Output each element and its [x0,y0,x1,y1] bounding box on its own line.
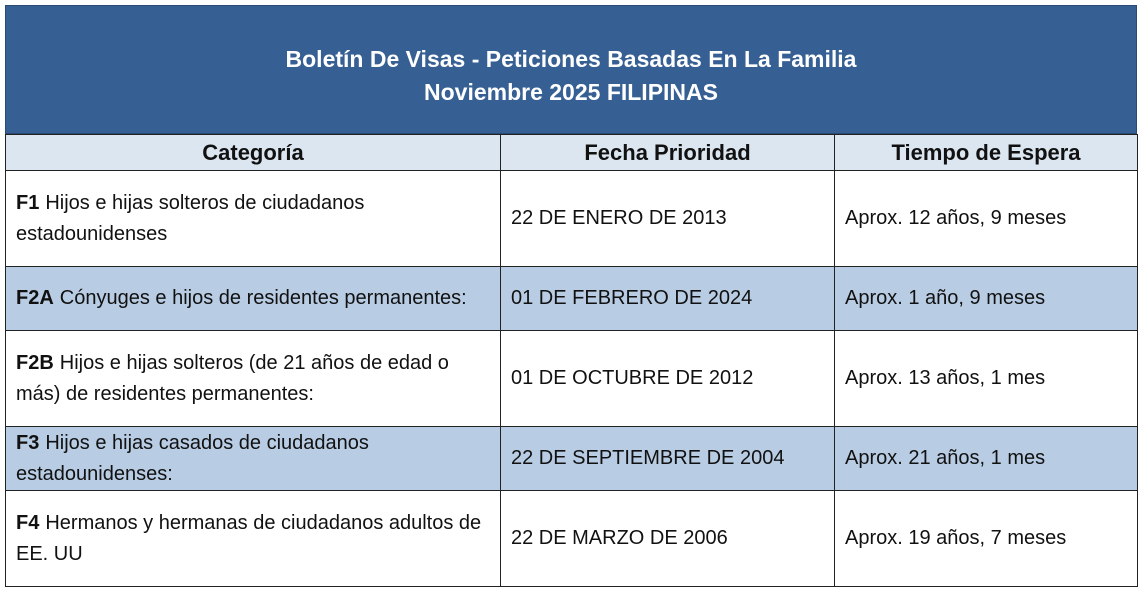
header-row: Categoría Fecha Prioridad Tiempo de Espera [5,134,1138,171]
priority-date: 22 DE SEPTIEMBRE DE 2004 [500,426,835,491]
category-cell: F4 Hermanos y hermanas de ciudadanos adul… [5,490,501,587]
category-description: Hermanos y hermanas de ciudadanos adulto… [16,511,482,565]
title: Boletín De Visas - Peticiones Basadas En… [285,45,857,72]
category-cell: F3 Hijos e hijas casados de ciudadanos es… [5,426,501,491]
table-row: F2B Hijos e hijas solteros (de 21 años de… [5,330,1138,427]
table-row: F1 Hijos e hijas solteros de ciudadanos e… [5,170,1138,267]
table-body: F1 Hijos e hijas solteros de ciudadanos e… [5,170,1138,587]
subtitle: Noviembre 2025 FILIPINAS [424,78,718,105]
category-code: F2A [16,287,54,309]
header: Boletín De Visas - Peticiones Basadas En… [5,5,1137,134]
category-code: F2B [16,351,54,374]
table-row: F3 Hijos e hijas casados de ciudadanos es… [5,426,1138,491]
column-header: Fecha Prioridad [500,134,835,171]
priority-date: 22 DE MARZO DE 2006 [500,490,835,587]
wait-time: Aprox. 19 años, 7 meses [834,490,1138,587]
bulletin: Boletín De Visas - Peticiones Basadas En… [5,5,1138,587]
column-header: Categoría [5,134,501,171]
priority-date: 01 DE FEBRERO DE 2024 [500,266,835,331]
column-header: Tiempo de Espera [834,134,1138,171]
category-cell: F2B Hijos e hijas solteros (de 21 años de… [5,330,501,427]
priority-date: 01 DE OCTUBRE DE 2012 [500,330,835,427]
priority-date: 22 DE ENERO DE 2013 [500,170,835,267]
table-row: F2A Cónyuges e hijos de residentes perman… [5,266,1138,331]
table-row: F4 Hermanos y hermanas de ciudadanos adul… [5,490,1138,587]
table: Categoría Fecha Prioridad Tiempo de Espera… [5,134,1138,587]
wait-time: Aprox. 21 años, 1 mes [834,426,1138,491]
wait-time: Aprox. 12 años, 9 meses [834,170,1138,267]
category-description: Cónyuges e hijos de residentes permanent… [59,287,467,309]
wait-time: Aprox. 13 años, 1 mes [834,330,1138,427]
category-description: Hijos e hijas solteros de ciudadanos est… [16,191,365,245]
wait-time: Aprox. 1 año, 9 meses [834,266,1138,331]
category-cell: F1 Hijos e hijas solteros de ciudadanos e… [5,170,501,267]
category-code: F1 [16,191,40,214]
category-description: Hijos e hijas casados de ciudadanos esta… [16,431,369,485]
category-code: F3 [16,431,40,454]
category-cell: F2A Cónyuges e hijos de residentes perman… [5,266,501,331]
category-code: F4 [16,511,40,534]
category-description: Hijos e hijas solteros (de 21 años de ed… [16,351,449,405]
